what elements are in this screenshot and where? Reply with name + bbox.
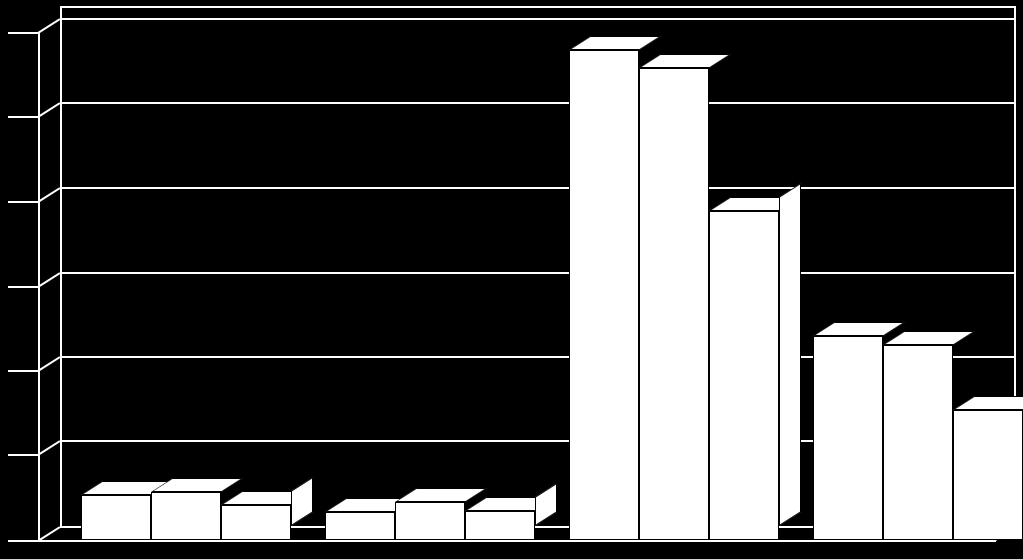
- y-tick: [8, 32, 38, 34]
- bar: [813, 336, 883, 540]
- grid-diagonal: [37, 272, 60, 288]
- bar-top: [569, 36, 661, 50]
- y-tick: [8, 286, 38, 288]
- gridline: [60, 272, 1016, 274]
- bar: [639, 68, 709, 540]
- gridline: [60, 18, 1016, 20]
- y-tick: [8, 201, 38, 203]
- y-tick: [8, 116, 38, 118]
- bar: [883, 345, 953, 540]
- bar: [465, 511, 535, 540]
- bar-top: [639, 54, 731, 68]
- bar-side: [291, 477, 313, 526]
- grid-diagonal: [37, 356, 60, 372]
- bar: [221, 505, 291, 540]
- bar: [395, 502, 465, 540]
- floor-right-front: [994, 540, 996, 542]
- bar: [709, 211, 779, 540]
- floor-front: [38, 540, 994, 542]
- chart-root: { "chart": { "type": "bar-3d-clustered",…: [0, 0, 1023, 559]
- y-tick: [8, 454, 38, 456]
- gridline: [60, 187, 1016, 189]
- bar: [151, 492, 221, 540]
- grid-diagonal: [37, 187, 60, 203]
- bar-top: [883, 331, 975, 345]
- bar-side: [535, 483, 557, 526]
- axis-y-front: [38, 32, 40, 542]
- back-left-edge: [60, 6, 62, 528]
- bar: [953, 410, 1023, 540]
- grid-diagonal: [37, 102, 60, 118]
- bar-top: [395, 488, 487, 502]
- y-tick: [8, 370, 38, 372]
- gridline: [60, 102, 1016, 104]
- bar-top: [813, 322, 905, 336]
- grid-diagonal: [37, 18, 60, 34]
- bar-top: [953, 396, 1023, 410]
- bar: [325, 512, 395, 540]
- frame-top: [60, 6, 1016, 8]
- bar: [569, 50, 639, 540]
- y-tick: [8, 540, 38, 542]
- bar-side: [779, 183, 801, 526]
- grid-diagonal: [37, 440, 60, 456]
- bar: [81, 495, 151, 540]
